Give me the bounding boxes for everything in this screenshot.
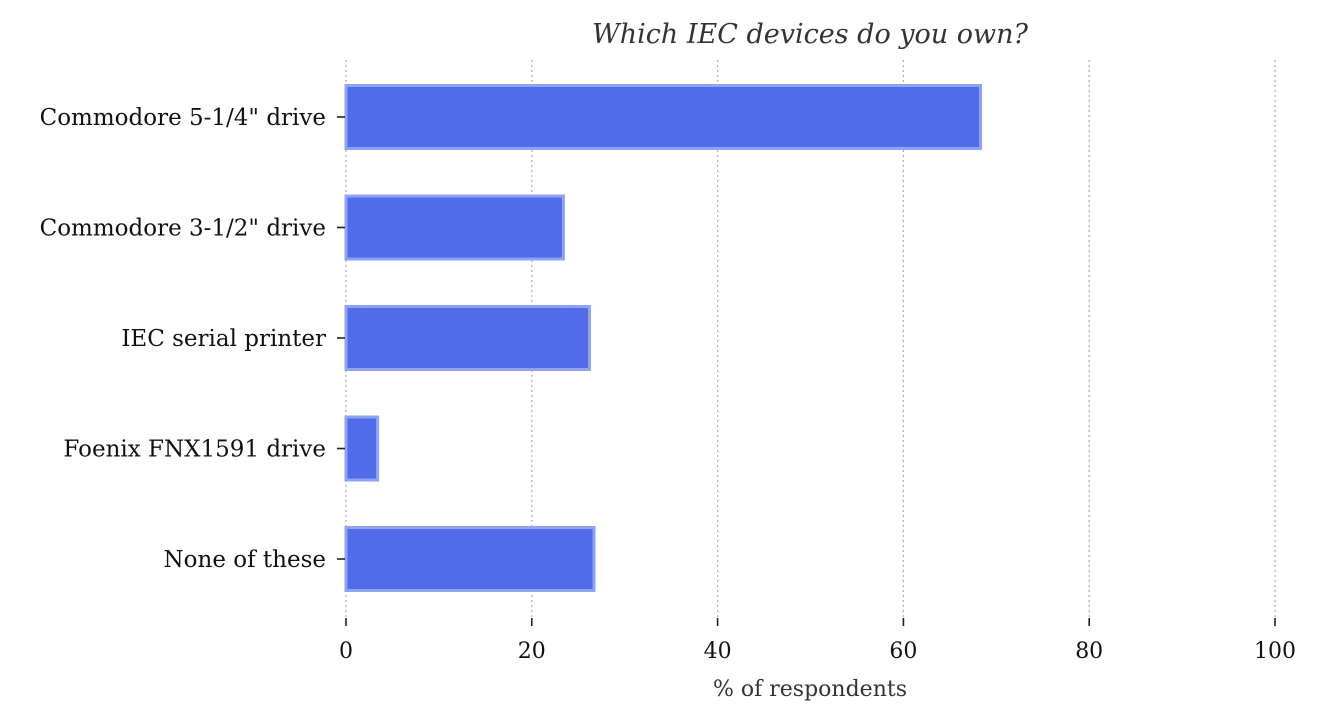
- x-tick-label: 0: [339, 639, 353, 664]
- gridlines: [345, 60, 1276, 618]
- bar-0: [344, 84, 983, 150]
- bar-2: [344, 305, 591, 371]
- y-tick-label: Commodore 5-1/4" drive: [40, 105, 326, 131]
- y-tick-label: IEC serial printer: [121, 326, 326, 352]
- bars: [344, 84, 983, 592]
- x-axis-label: % of respondents: [713, 677, 907, 702]
- y-tick-label: Foenix FNX1591 drive: [63, 437, 326, 463]
- x-axis: 0 20 40 60 80 100: [339, 618, 1296, 664]
- x-tick-label: 40: [704, 639, 732, 664]
- y-tick-label: None of these: [164, 547, 326, 573]
- y-axis: Commodore 5-1/4" drive Commodore 3-1/2" d…: [40, 105, 345, 573]
- x-tick-label: 20: [518, 639, 546, 664]
- bar-3: [344, 415, 380, 482]
- bar-1: [344, 194, 565, 261]
- y-tick-label: Commodore 3-1/2" drive: [40, 216, 326, 242]
- x-tick-label: 60: [889, 639, 917, 664]
- x-tick-label: 100: [1254, 639, 1296, 664]
- chart-title: Which IEC devices do you own?: [592, 19, 1029, 50]
- bar-4: [344, 526, 596, 592]
- x-tick-label: 80: [1075, 639, 1103, 664]
